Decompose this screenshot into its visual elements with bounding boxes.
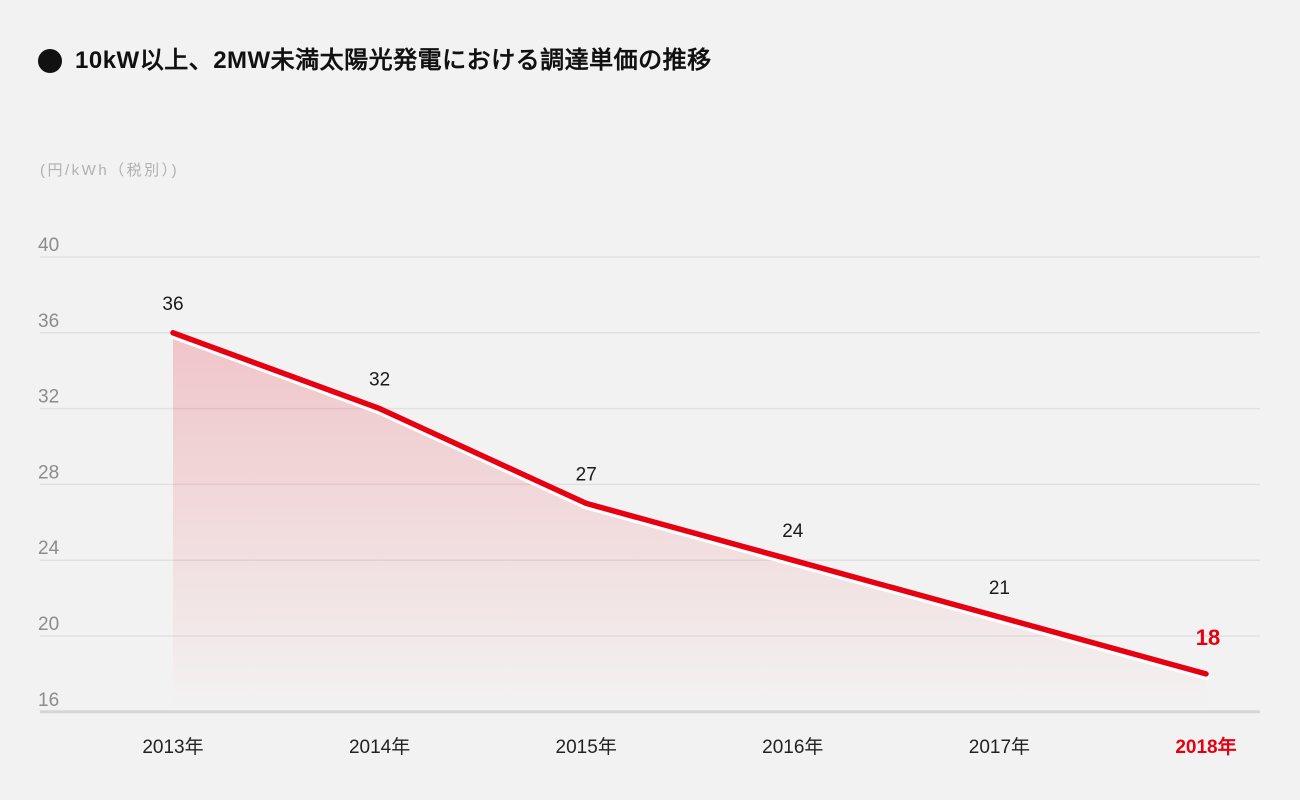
y-tick-label: 24 [38,538,60,559]
value-label-highlight: 18 [1196,625,1220,650]
value-label: 24 [782,521,804,542]
value-label: 21 [989,578,1010,599]
y-tick-label: 16 [38,690,59,711]
value-label: 36 [162,294,183,315]
y-axis-unit-label: (円/kWh（税別）) [40,162,180,179]
y-tick-label: 32 [38,387,59,408]
y-tick-label: 36 [38,311,59,332]
area-fill [173,332,1206,711]
bullet-circle-icon [38,49,62,74]
y-tick-label: 20 [38,614,59,635]
chart-title-row: 10kW以上、2MW未満太陽光発電における調達単価の推移 [38,47,712,76]
x-axis-label-highlight: 2018年 [1175,735,1236,758]
y-tick-label: 40 [38,235,59,256]
x-axis-label: 2014年 [349,736,410,758]
chart-title: 10kW以上、2MW未満太陽光発電における調達単価の推移 [75,47,712,74]
x-axis-label: 2017年 [969,736,1030,758]
value-label: 32 [369,370,390,391]
x-axis-label: 2015年 [556,736,617,758]
y-tick-label: 28 [38,462,59,483]
value-label: 27 [576,464,597,485]
x-axis-label: 2016年 [762,736,823,758]
price-line [170,330,1209,677]
x-axis-label: 2013年 [142,736,203,758]
